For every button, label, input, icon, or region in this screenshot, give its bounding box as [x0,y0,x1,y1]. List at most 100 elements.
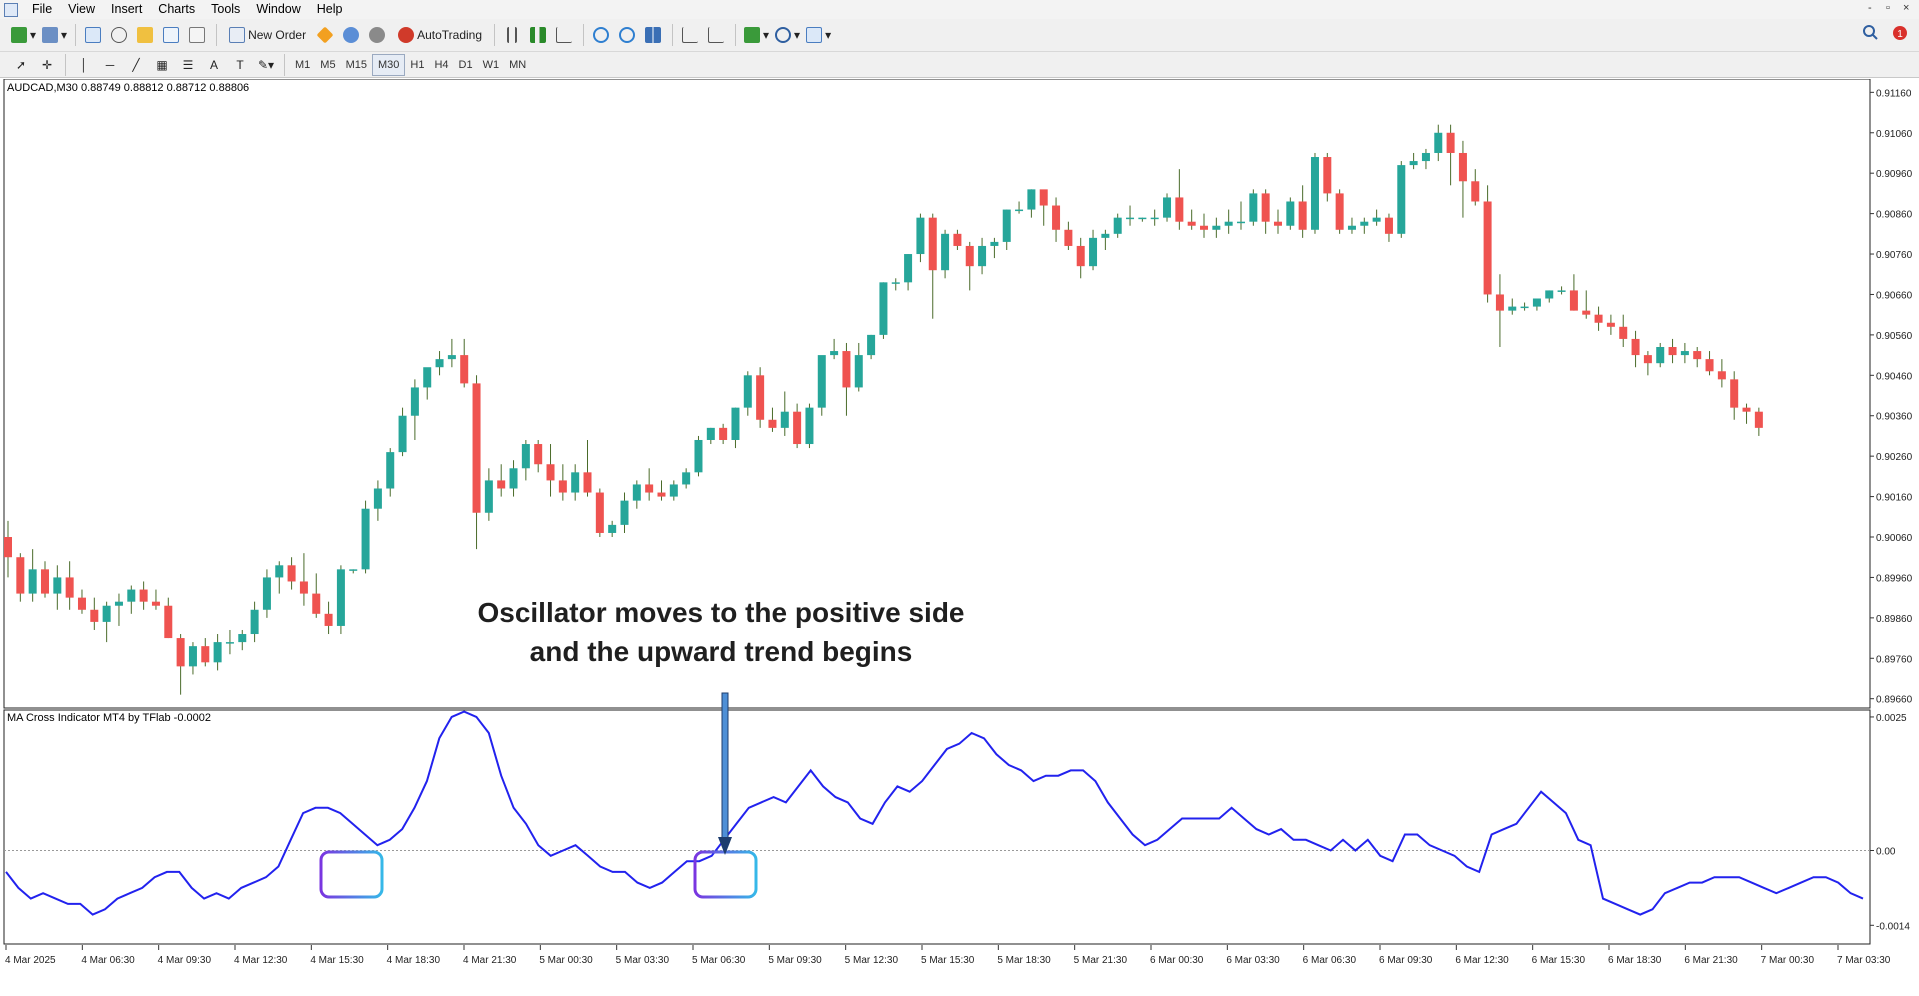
bear-candle [324,613,333,626]
bear-candle [1187,221,1196,226]
bull-candle [854,355,863,388]
crosshair-button[interactable]: ✛ [35,53,59,77]
app-icon [4,2,18,17]
indicator-header: MA Cross Indicator MT4 by TFlab -0.0002 [7,712,211,724]
strategy-tester-button[interactable] [186,23,210,47]
autotrading-button[interactable]: AutoTrading [392,23,488,47]
periods-button[interactable]: ▾ [773,23,802,47]
bear-candle [151,601,160,606]
price-label: 0.90260 [1876,452,1913,463]
text-label-button[interactable]: T [228,53,252,77]
close-button[interactable]: × [1903,2,1910,14]
bear-candle [1483,201,1492,295]
bear-candle [1619,326,1628,339]
line-chart-button[interactable] [553,23,577,47]
templates-button[interactable]: ▾ [804,23,833,47]
bear-candle [1594,314,1603,323]
new-order-button[interactable]: New Order [223,23,312,47]
metaeditor-button[interactable] [314,23,338,47]
cursor-button[interactable]: ➚ [9,53,33,77]
time-axis: 4 Mar 2025 4 Mar 06:30 4 Mar 09:30 4 Mar 12… [5,945,1891,966]
chart-shift-button[interactable] [705,23,729,47]
bull-candle [1150,217,1159,220]
bear-candle [16,557,25,594]
bear-candle [287,565,296,582]
data-window-button[interactable] [108,23,132,47]
bull-candle [127,589,136,602]
price-chart-pane[interactable]: AUDCAD,M30 0.88749 0.88812 0.88712 0.888… [3,79,1913,709]
bull-candle [830,351,839,356]
menu-insert[interactable]: Insert [111,2,143,16]
menu-help[interactable]: Help [316,2,343,16]
bear-candle [1384,217,1393,234]
search-icon[interactable] [1862,24,1878,43]
timeframe-w1[interactable]: W1 [482,58,500,71]
channel-button[interactable]: ▦ [150,53,174,77]
menu-tools[interactable]: Tools [211,2,241,16]
zoom-in-button[interactable] [590,23,614,47]
bar-chart-button[interactable] [501,23,525,47]
fibonacci-icon: ☰ [182,57,194,72]
bear-candle [546,464,555,481]
vertical-line-icon: │ [80,57,88,72]
timeframe-mn[interactable]: MN [509,58,527,71]
tile-windows-button[interactable] [642,23,666,47]
bull-candle [1520,306,1529,309]
trendline-button[interactable]: ╱ [124,53,148,77]
notifications-icon[interactable]: 1 [1887,24,1909,45]
restore-button[interactable]: ▫ [1886,2,1890,14]
profiles-button[interactable]: ▾ [40,23,69,47]
timeframe-m1[interactable]: M1 [295,58,311,71]
annotation-arrow [718,692,732,855]
new-chart-button[interactable]: ▾ [9,23,38,47]
navigator-button[interactable] [134,23,158,47]
bear-candle [1200,225,1209,230]
chart-window[interactable]: AUDCAD,M30 0.88749 0.88812 0.88712 0.888… [0,79,1919,996]
time-label: 5 Mar 00:30 [539,955,593,966]
timeframe-m15[interactable]: M15 [345,58,367,71]
bull-candle [941,233,950,271]
bear-candle [1742,407,1751,412]
minimize-button[interactable]: - [1868,2,1872,14]
timeframe-m5[interactable]: M5 [320,58,336,71]
zoom-out-button[interactable] [616,23,640,47]
auto-scroll-button[interactable] [679,23,703,47]
signals-button[interactable] [340,23,364,47]
menu-file[interactable]: File [32,2,53,16]
fibonacci-button[interactable]: ☰ [176,53,200,77]
timeframe-m30[interactable]: M30 [371,53,406,76]
time-label: 6 Mar 09:30 [1379,955,1433,966]
menu-charts[interactable]: Charts [158,2,196,16]
candlestick-button[interactable] [527,23,551,47]
bull-candle [620,500,629,525]
bear-candle [1335,193,1344,230]
bull-candle [990,241,999,246]
bull-candle [410,387,419,416]
timeframe-h1[interactable]: H1 [410,58,425,71]
price-label: 0.89660 [1876,695,1913,706]
bull-candle [1409,161,1418,166]
menu-view[interactable]: View [68,2,96,16]
bear-candle [1668,347,1677,356]
vertical-line-button[interactable]: │ [72,53,96,77]
text-button[interactable]: A [202,53,226,77]
bull-candle [1126,217,1135,220]
menu-window[interactable]: Window [256,2,301,16]
market-button[interactable] [366,23,390,47]
bull-candle [1163,197,1172,218]
bull-candle [571,472,580,493]
market-watch-button[interactable] [82,23,106,47]
timeframe-h4[interactable]: H4 [434,58,449,71]
zoom-out-icon [618,27,635,43]
shapes-button[interactable]: ✎▾ [254,53,278,77]
horizontal-line-button[interactable]: ─ [98,53,122,77]
price-label: 0.91160 [1876,88,1912,99]
bear-candle [299,581,308,594]
timeframe-d1[interactable]: D1 [458,58,473,71]
indicators-button[interactable]: ▾ [742,23,771,47]
indicator-pane[interactable]: MA Cross Indicator MT4 by TFlab -0.0002 … [3,709,1910,945]
bull-candle [1212,225,1221,230]
time-label: 6 Mar 00:30 [1150,955,1204,966]
bull-candle [1113,217,1122,234]
terminal-button[interactable] [160,23,184,47]
